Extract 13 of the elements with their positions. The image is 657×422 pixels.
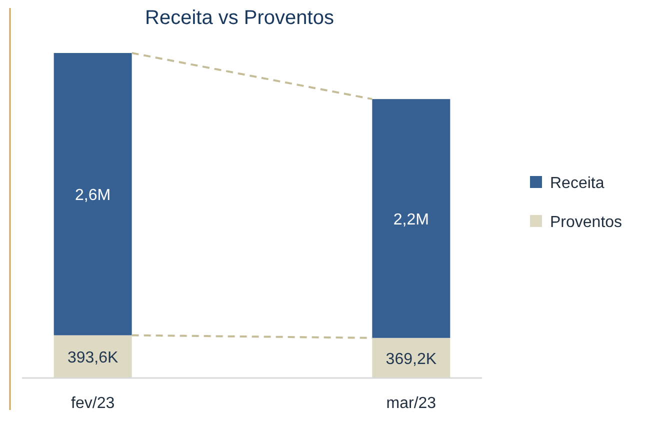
bar bbox=[54, 335, 132, 378]
x-tick-label: mar/23 bbox=[386, 395, 436, 412]
bar bbox=[372, 338, 450, 378]
bar bbox=[54, 53, 132, 336]
legend-label: Proventos bbox=[550, 214, 622, 231]
x-tick-label: fev/23 bbox=[71, 395, 115, 412]
data-label: 2,2M bbox=[393, 211, 429, 228]
legend-label: Receita bbox=[550, 175, 604, 192]
chart-title: Receita vs Proventos bbox=[145, 7, 334, 29]
bar bbox=[372, 99, 450, 338]
data-label: 393,6K bbox=[67, 350, 119, 367]
data-label: 369,2K bbox=[386, 350, 437, 368]
data-label: 2,6M bbox=[75, 187, 111, 204]
